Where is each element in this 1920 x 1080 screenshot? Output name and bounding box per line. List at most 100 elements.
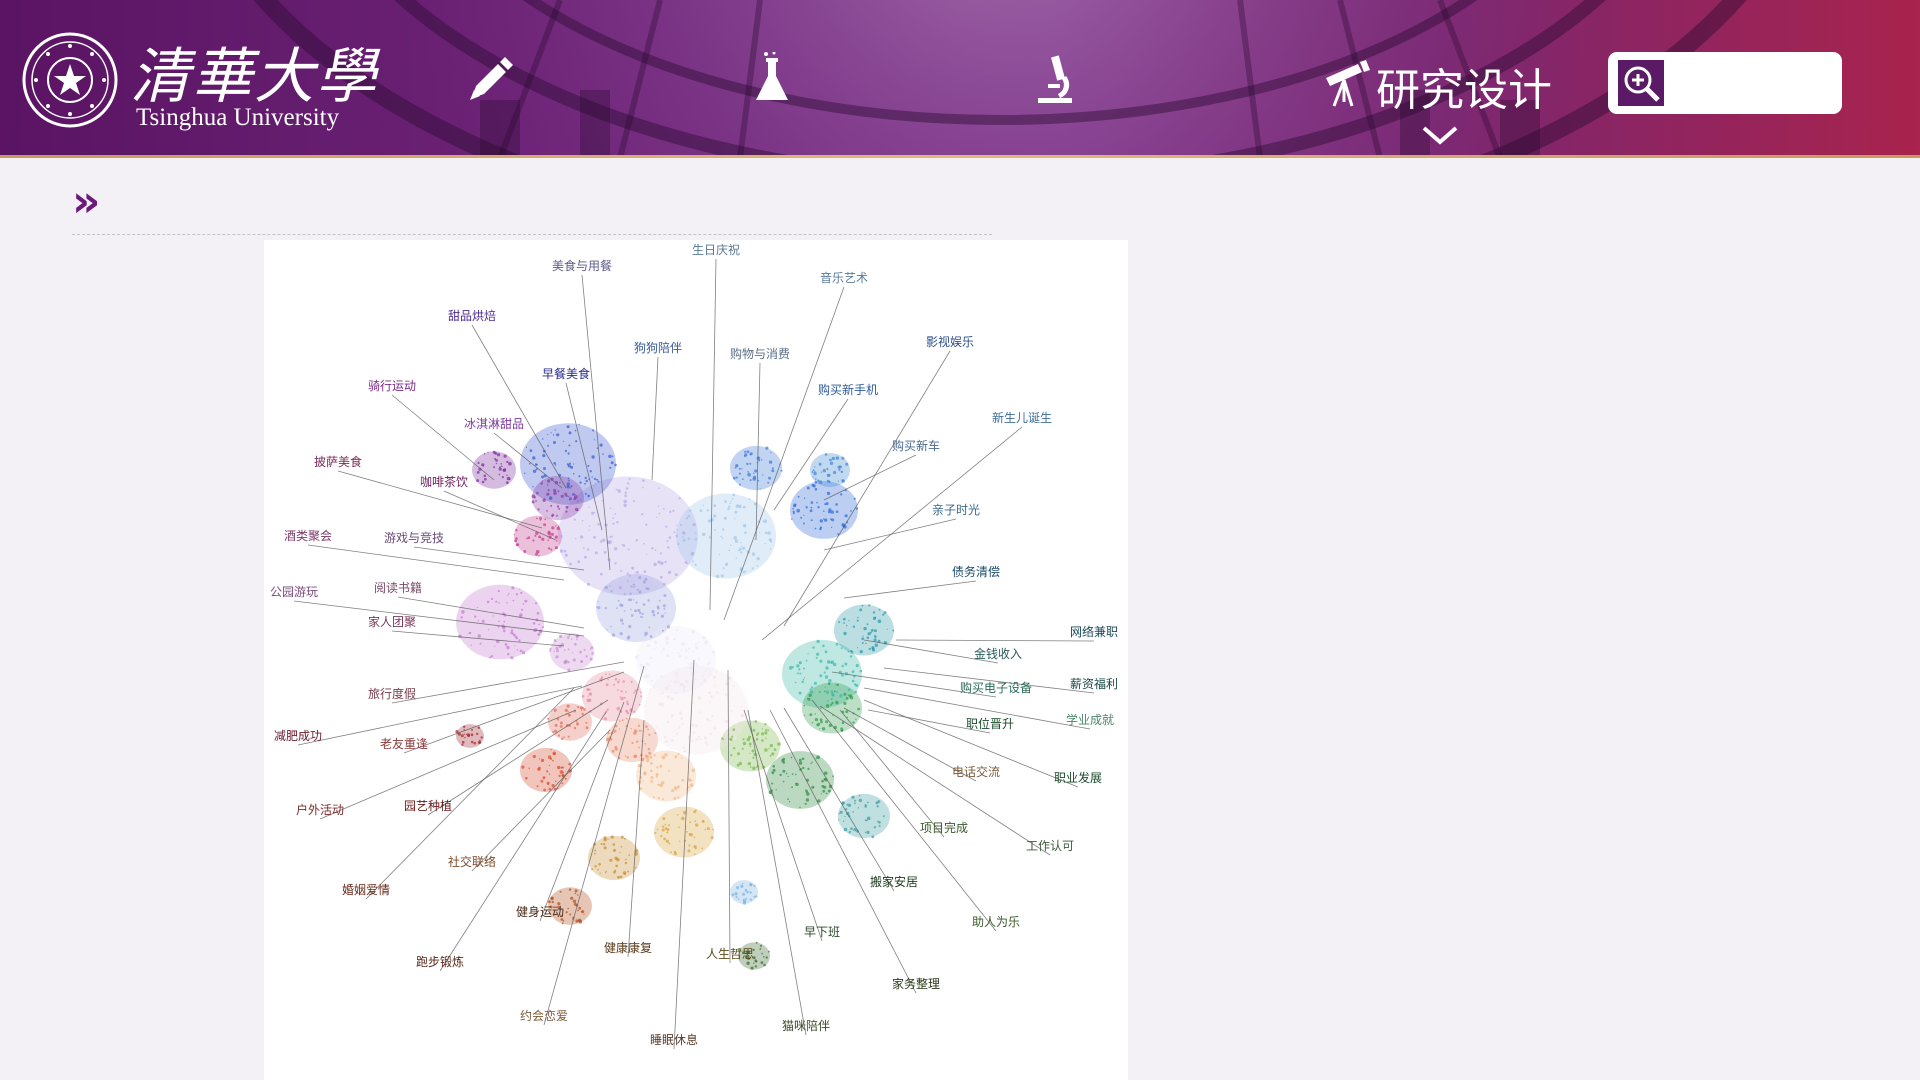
topic-label: 减肥成功	[274, 729, 322, 743]
topic-label: 新生儿诞生	[992, 410, 1052, 425]
leader-line	[365, 687, 575, 900]
cluster-blob	[514, 515, 562, 557]
cluster-blob	[472, 451, 516, 489]
topic-label: 影视娱乐	[926, 334, 974, 349]
leader-line	[471, 324, 567, 489]
topic-label: 旅行度假	[368, 686, 416, 701]
search-zoom-icon	[1624, 66, 1660, 102]
topic-label: 美食与用餐	[552, 258, 612, 273]
leader-line	[761, 426, 1023, 641]
leader-line	[539, 701, 625, 922]
leader-line	[823, 518, 957, 551]
topic-label: 游戏与竞技	[384, 531, 444, 545]
leader-line	[581, 274, 611, 571]
leader-line	[337, 470, 543, 529]
cluster-blob	[644, 665, 748, 755]
cluster-blob	[558, 476, 698, 596]
leader-line	[403, 671, 625, 754]
topic-label: 甜品烘焙	[448, 308, 496, 323]
nav-flask-icon[interactable]	[744, 52, 800, 108]
topic-label: 购物与消费	[730, 346, 790, 361]
topic-label: 网络兼职	[1070, 624, 1118, 639]
cluster-blob	[838, 793, 890, 839]
leader-line	[651, 356, 659, 481]
topic-label: 约会恋爱	[520, 1008, 568, 1023]
leader-line	[297, 685, 583, 746]
leader-line	[819, 705, 1051, 856]
topic-label: 披萨美食	[314, 454, 362, 469]
topic-label: 骑行运动	[368, 379, 416, 393]
leader-line	[493, 432, 563, 489]
topic-label: 购买新车	[892, 438, 940, 453]
leader-line	[293, 600, 585, 637]
leader-line	[427, 699, 609, 816]
topic-label: 电话交流	[952, 764, 1000, 779]
cluster-blob	[810, 453, 850, 487]
leader-line	[831, 671, 997, 698]
leader-line	[723, 286, 845, 621]
search-input[interactable]	[1672, 62, 1836, 106]
breadcrumb-marker: »	[72, 176, 101, 227]
cluster-blob	[582, 670, 642, 722]
nav-pencil-icon[interactable]	[462, 52, 518, 108]
topic-label: 咖啡茶饮	[420, 474, 468, 489]
topic-label: 学业成就	[1066, 712, 1114, 727]
topic-label: 工作认可	[1026, 839, 1074, 853]
topic-label: 购买电子设备	[960, 680, 1032, 695]
leader-line	[471, 729, 611, 872]
leader-line	[863, 639, 999, 664]
topic-label: 搬家安居	[870, 874, 918, 889]
telescope-icon	[1326, 60, 1370, 107]
topic-label: 亲子时光	[932, 503, 980, 517]
cluster-blob	[730, 445, 782, 491]
leader-line	[391, 661, 625, 704]
topic-label: 健康康复	[604, 940, 652, 955]
search-button[interactable]	[1618, 60, 1664, 106]
cluster-blob	[676, 493, 776, 579]
leader-line	[391, 630, 565, 647]
leader-line	[839, 709, 945, 838]
topic-label: 冰淇淋甜品	[464, 417, 524, 431]
topic-label: 狗狗陪伴	[634, 340, 682, 355]
leader-line	[867, 709, 991, 734]
leader-line	[769, 709, 917, 994]
nav-microscope-icon[interactable]	[1028, 52, 1084, 108]
topic-label: 生日庆祝	[692, 243, 740, 257]
cluster-blob	[790, 481, 858, 539]
header-background-photo	[0, 0, 1920, 158]
chevron-down-icon[interactable]	[1420, 124, 1460, 146]
leader-line	[863, 687, 1091, 730]
topic-label: 婚姻爱情	[342, 882, 390, 897]
leader-line	[883, 667, 1095, 694]
topic-label: 酒类聚会	[284, 529, 332, 543]
leader-line	[627, 719, 645, 958]
topic-label: 职业发展	[1054, 770, 1102, 785]
topic-label: 健身运动	[516, 904, 564, 919]
topic-label: 购买新手机	[818, 382, 878, 397]
leader-line	[783, 707, 895, 892]
leader-line	[543, 665, 645, 1026]
tsinghua-logo[interactable]: 清華大學 Tsinghua University	[22, 24, 376, 134]
topic-label: 早下班	[804, 925, 840, 939]
topic-label: 社交联络	[448, 854, 496, 869]
logo-title: 清華大學	[130, 42, 378, 112]
leader-line	[727, 669, 731, 964]
leader-line	[443, 490, 557, 541]
leader-line	[747, 709, 807, 1036]
cluster-blob	[548, 887, 592, 925]
leader-line	[391, 394, 495, 481]
leader-line	[319, 709, 577, 820]
leader-line	[823, 454, 917, 501]
leader-line	[743, 709, 823, 942]
cluster-blob	[766, 751, 834, 809]
topic-label: 音乐艺术	[820, 270, 868, 285]
topic-label: 跑步锻炼	[416, 954, 464, 969]
leader-line	[397, 596, 585, 629]
nav-research-design-label: 研究设计	[1376, 65, 1552, 116]
topic-label: 项目完成	[920, 820, 968, 835]
topic-label: 公园游玩	[270, 585, 318, 599]
topic-label: 户外活动	[296, 802, 344, 817]
topic-label: 薪资福利	[1070, 676, 1118, 691]
cluster-blob	[636, 626, 716, 694]
